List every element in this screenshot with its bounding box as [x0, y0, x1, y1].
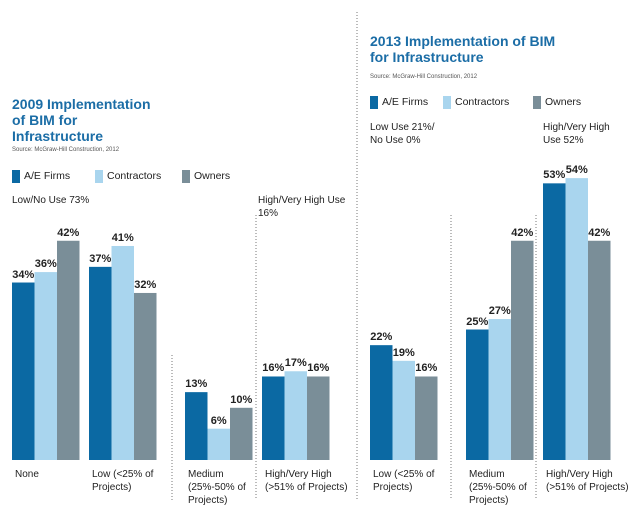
legend-label: A/E Firms	[382, 96, 429, 108]
bar	[392, 360, 415, 460]
bar	[111, 245, 134, 460]
category-label: Low (<25% of Projects)	[92, 469, 154, 493]
data-label: 53%	[543, 169, 566, 182]
data-label: 17%	[284, 357, 307, 370]
data-label: 10%	[230, 393, 253, 406]
bar	[89, 266, 112, 460]
data-label: 37%	[89, 252, 112, 265]
annotation: Low/No Use 73%	[12, 195, 90, 206]
bar	[134, 292, 157, 460]
legend-swatch	[443, 96, 451, 109]
bar	[230, 407, 253, 460]
legend-swatch	[95, 170, 103, 183]
data-label: 32%	[134, 278, 157, 291]
category-label: Medium (25%-50% of Projects)	[469, 469, 527, 506]
source-note: Source: McGraw-Hill Construction, 2012	[12, 147, 120, 153]
legend-swatch	[182, 170, 190, 183]
legend-label: Contractors	[455, 96, 510, 108]
annotation: Low Use 21%/ No Use 0%	[370, 122, 435, 146]
data-label: 22%	[370, 331, 393, 344]
data-label: 42%	[588, 226, 611, 239]
bar	[588, 240, 611, 460]
legend-label: Contractors	[107, 170, 162, 182]
data-label: 42%	[57, 226, 80, 239]
bar	[262, 376, 285, 460]
bar	[466, 329, 489, 460]
legend-label: Owners	[545, 96, 582, 108]
legend-label: Owners	[194, 170, 231, 182]
annotation: High/Very High Use 52%	[543, 122, 610, 146]
legend-swatch	[533, 96, 541, 109]
category-label: High/Very High (>51% of Projects)	[546, 469, 629, 493]
bar	[34, 272, 57, 460]
annotation: High/Very High Use 16%	[258, 195, 346, 219]
bar	[207, 428, 230, 460]
bar	[12, 282, 35, 460]
bar	[370, 345, 393, 460]
data-label: 54%	[565, 164, 588, 177]
bar	[57, 240, 80, 460]
bar	[543, 183, 566, 460]
data-label: 13%	[185, 378, 208, 391]
data-label: 34%	[12, 268, 35, 281]
category-label: None	[15, 469, 39, 480]
data-label: 16%	[262, 362, 285, 375]
bar	[185, 392, 208, 460]
bar	[307, 376, 330, 460]
data-label: 16%	[415, 362, 438, 375]
category-label: High/Very High (>51% of Projects)	[265, 469, 348, 493]
data-label: 6%	[210, 414, 227, 427]
bar	[415, 376, 438, 460]
data-label: 16%	[307, 362, 330, 375]
bar	[511, 240, 534, 460]
data-label: 41%	[111, 231, 134, 244]
data-label: 27%	[488, 305, 511, 318]
data-label: 19%	[392, 346, 415, 359]
legend-swatch	[370, 96, 378, 109]
data-label: 25%	[466, 315, 489, 328]
bar	[488, 319, 511, 460]
bar	[284, 371, 307, 460]
chart-title: 2013 Implementation of BIM for Infrastru…	[370, 33, 556, 65]
category-label: Low (<25% of Projects)	[373, 469, 435, 493]
source-note: Source: McGraw-Hill Construction, 2012	[370, 74, 478, 80]
bar	[565, 178, 588, 460]
legend-swatch	[12, 170, 20, 183]
data-label: 36%	[34, 258, 57, 271]
chart-title: 2009 Implementation of BIM for Infrastru…	[12, 96, 151, 144]
category-label: Medium (25%-50% of Projects)	[188, 469, 246, 506]
data-label: 42%	[511, 226, 534, 239]
legend-label: A/E Firms	[24, 170, 71, 182]
